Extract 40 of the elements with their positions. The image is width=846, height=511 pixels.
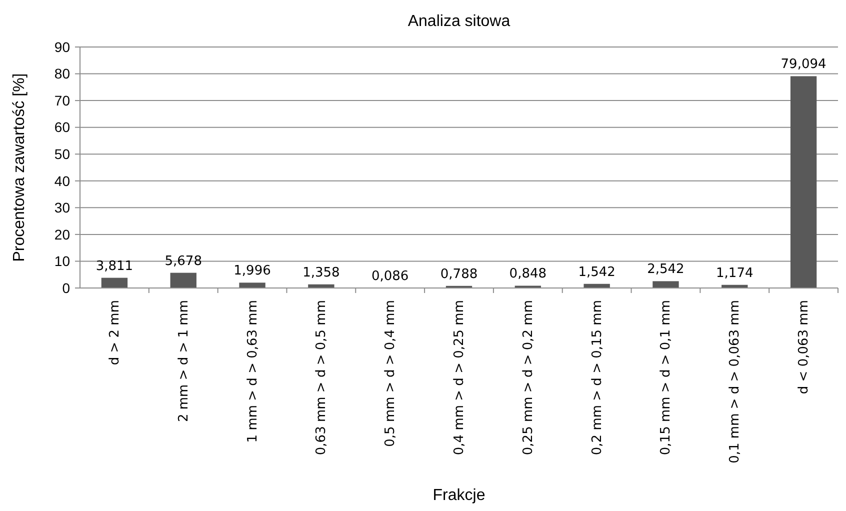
x-tick-label: 0,2 mm > d > 0,15 mm xyxy=(590,300,605,456)
bar xyxy=(239,282,266,288)
data-label: 1,996 xyxy=(234,264,271,279)
data-label: 0,788 xyxy=(440,266,478,282)
data-label: 79,094 xyxy=(780,57,826,72)
x-tick-label: d < 0,063 mm xyxy=(796,300,812,394)
y-tick-label: 90 xyxy=(54,38,70,55)
y-tick-label: 60 xyxy=(54,119,70,136)
x-tick-label: 1 mm > d > 0,63 mm xyxy=(245,300,260,443)
y-tick-label: 80 xyxy=(54,66,70,82)
data-label: 0,848 xyxy=(509,266,547,282)
y-tick-label: 30 xyxy=(54,200,70,216)
data-label: 2,542 xyxy=(647,262,684,278)
x-tick-label: 0,25 mm > d > 0,2 mm xyxy=(520,300,536,456)
x-tick-label: 0,1 mm > d > 0,063 mm xyxy=(728,300,743,464)
x-tick-label: 2 mm > d > 1 mm xyxy=(176,300,192,422)
bar xyxy=(790,76,817,288)
y-axis-title: Procentowa zawartość [%] xyxy=(11,73,28,262)
y-tick-label: 50 xyxy=(54,146,70,162)
x-tick-label: d > 2 mm xyxy=(107,300,122,366)
data-label: 0,086 xyxy=(371,268,409,284)
y-tick-label: 0 xyxy=(62,280,70,296)
y-tick-label: 40 xyxy=(54,172,70,189)
data-label: 1,542 xyxy=(578,264,616,280)
data-label: 1,358 xyxy=(302,265,340,280)
data-label: 5,678 xyxy=(164,254,202,269)
chart-title: Analiza sitowa xyxy=(408,13,510,30)
x-tick-label: 0,15 mm > d > 0,1 mm xyxy=(658,300,674,456)
y-tick-label: 70 xyxy=(54,92,70,108)
x-tick-label: 0,5 mm > d > 0,4 mm xyxy=(383,300,398,447)
data-label: 1,174 xyxy=(716,266,754,281)
x-axis-title: Frakcje xyxy=(432,487,486,504)
x-tick-label: 0,4 mm > d > 0,25 mm xyxy=(452,300,467,456)
x-tick-label: 0,63 mm > d > 0,5 mm xyxy=(314,300,330,456)
y-tick-label: 10 xyxy=(54,253,70,270)
data-label: 3,811 xyxy=(96,258,134,274)
bar xyxy=(170,272,196,288)
bar xyxy=(101,278,128,288)
y-tick-label: 20 xyxy=(54,226,70,242)
bar xyxy=(652,281,679,288)
